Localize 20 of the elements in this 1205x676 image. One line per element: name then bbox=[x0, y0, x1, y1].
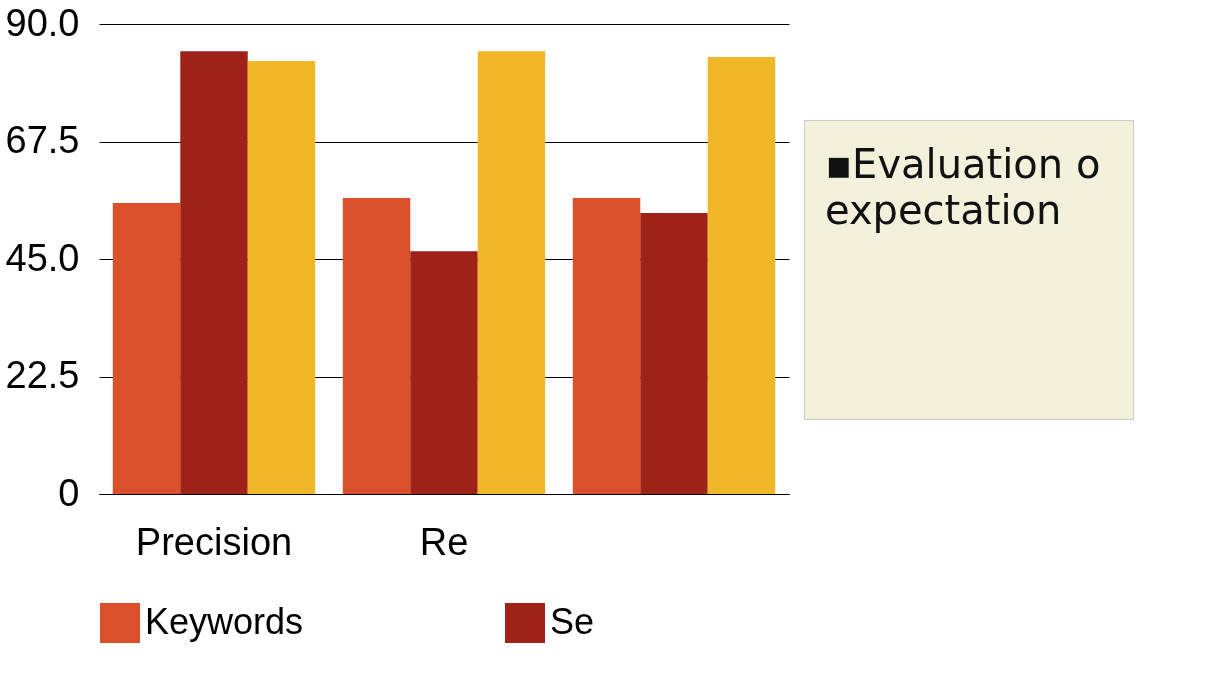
y-tick-label: 0 bbox=[58, 471, 80, 514]
legend-label: Se bbox=[550, 601, 595, 642]
bar bbox=[342, 197, 411, 494]
y-tick-label: 45.0 bbox=[5, 236, 80, 279]
bar bbox=[707, 56, 776, 494]
x-tick-label: Re bbox=[419, 520, 469, 563]
text: ▪Evaluation o bbox=[825, 141, 1102, 187]
y-tick-label: 90.0 bbox=[5, 1, 80, 44]
bar bbox=[112, 203, 181, 494]
y-tick-label: 67.5 bbox=[5, 119, 80, 161]
bar bbox=[572, 197, 641, 494]
bar bbox=[477, 51, 546, 494]
y-tick-label: 22.5 bbox=[5, 354, 80, 396]
bar bbox=[640, 213, 708, 494]
text: expectation bbox=[825, 187, 1063, 233]
bar bbox=[247, 61, 316, 494]
legend-label: Keywords bbox=[145, 601, 304, 642]
x-tick-label: Precision bbox=[135, 520, 293, 563]
bar bbox=[410, 251, 478, 494]
bar bbox=[180, 51, 248, 494]
